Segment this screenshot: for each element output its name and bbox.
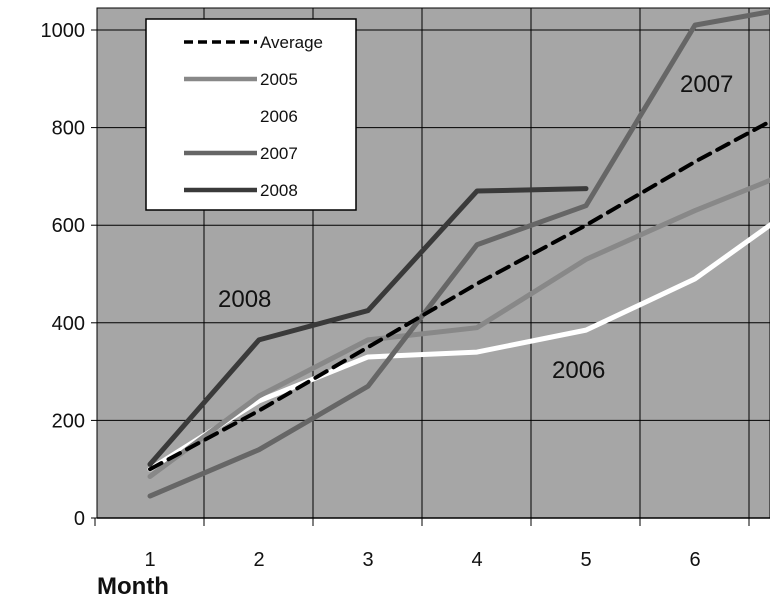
series-line-2006 bbox=[147, 222, 770, 472]
y-tick-label: 1000 bbox=[41, 20, 86, 42]
x-tick-label: 5 bbox=[580, 549, 591, 571]
legend-label: 2007 bbox=[260, 144, 298, 163]
legend-label: 2005 bbox=[260, 70, 298, 89]
y-tick-label: 400 bbox=[52, 313, 85, 335]
series-lines bbox=[147, 9, 770, 499]
y-tick-label: 800 bbox=[52, 118, 85, 140]
legend: Average 2005 2006 2007 2008 bbox=[145, 18, 357, 211]
annotation-2007: 2007 bbox=[680, 71, 733, 98]
annotation-2006: 2006 bbox=[552, 357, 605, 384]
series-line-2005 bbox=[147, 177, 770, 480]
series-line-2007 bbox=[147, 9, 770, 499]
y-tick-label: 600 bbox=[52, 215, 85, 237]
x-tick-label: 6 bbox=[689, 549, 700, 571]
legend-label: Average bbox=[260, 33, 323, 52]
legend-label: 2006 bbox=[260, 107, 298, 126]
x-tick-label: 4 bbox=[471, 549, 482, 571]
y-tick-label: 0 bbox=[74, 508, 85, 530]
annotation-2008: 2008 bbox=[218, 286, 271, 313]
x-tick-label: 2 bbox=[253, 549, 264, 571]
x-tick-label: 3 bbox=[362, 549, 373, 571]
x-axis-label: Month bbox=[97, 573, 169, 599]
y-tick-label: 200 bbox=[52, 410, 85, 432]
legend-label: 2008 bbox=[260, 181, 298, 200]
annotations: 2008 2006 2007 bbox=[218, 71, 733, 384]
series-line-2008 bbox=[147, 186, 589, 467]
axes: 0 200 400 600 800 1000 1 2 3 4 5 6 bbox=[41, 20, 770, 571]
x-tick-label: 1 bbox=[144, 549, 155, 571]
